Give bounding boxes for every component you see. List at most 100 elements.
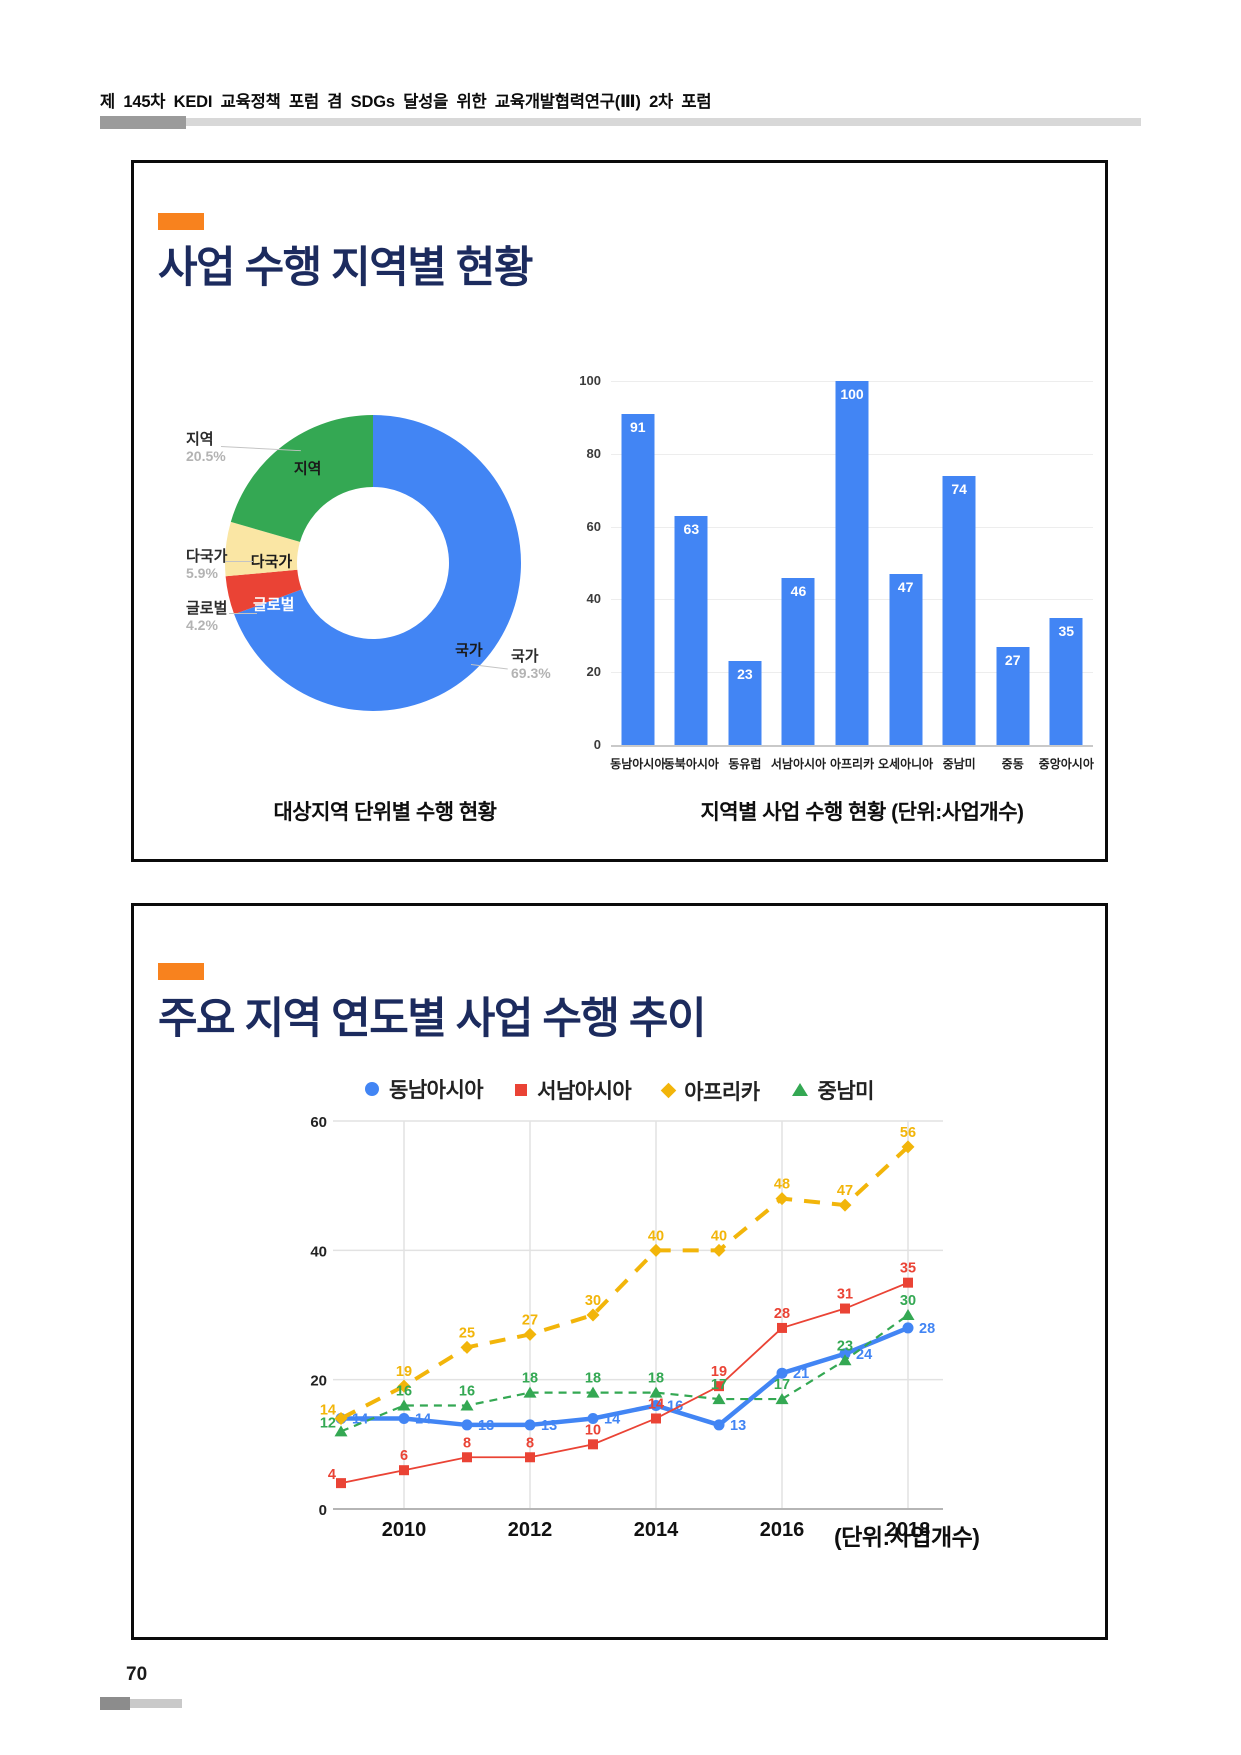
line-data-label: 30: [585, 1293, 601, 1309]
line-series-서남아시아: [340, 1281, 909, 1485]
donut-callout-name: 지역: [186, 431, 214, 448]
donut-callout-name: 글로벌: [186, 600, 228, 617]
marker-diamond: [397, 1379, 411, 1393]
line-series-아프리카: [340, 1145, 910, 1421]
header-rule: [100, 116, 1141, 129]
marker-diamond: [901, 1140, 915, 1154]
line-data-label: 18: [585, 1371, 601, 1387]
marker-triangle: [649, 1386, 663, 1398]
donut-slice-다국가: [225, 521, 300, 577]
legend-marker-square-icon: [515, 1084, 528, 1096]
marker-square: [651, 1413, 661, 1424]
line-y-tick-label: 40: [310, 1243, 327, 1260]
bar-column-아프리카: 100 아프리카: [825, 381, 879, 771]
legend-item-동남아시아: 동남아시아: [365, 1074, 484, 1104]
line-x-tick-label: 2010: [382, 1519, 427, 1541]
bar-y-tick-label: 100: [579, 373, 601, 388]
legend-marker-triangle-icon: [791, 1083, 808, 1096]
marker-circle: [587, 1412, 599, 1424]
line-data-label: 8: [463, 1435, 471, 1451]
marker-diamond: [775, 1192, 789, 1206]
marker-square: [777, 1322, 787, 1333]
marker-triangle: [334, 1425, 348, 1437]
line-chart-legend: 동남아시아 서남아시아 아프리카 중남미: [134, 1074, 1105, 1106]
line-data-label: 23: [837, 1338, 853, 1354]
marker-diamond: [586, 1308, 600, 1322]
line-data-label: 40: [711, 1228, 727, 1244]
line-data-label: 28: [774, 1306, 790, 1322]
line-data-label: 21: [793, 1366, 809, 1382]
leader-line-global: [229, 613, 257, 614]
marker-circle: [524, 1419, 536, 1431]
bar-x-tick-label: 동남아시아: [610, 757, 666, 771]
bar-x-tick-label: 아프리카: [829, 757, 875, 771]
donut-callout-percent: 20.5%: [186, 448, 226, 465]
line-data-label: 56: [900, 1125, 916, 1141]
line-data-label: 8: [526, 1435, 534, 1451]
donut-inner-label: 지역: [294, 460, 322, 477]
bar-y-tick-label: 60: [586, 518, 601, 534]
marker-circle: [398, 1412, 410, 1424]
bar-value-label: 100: [840, 386, 864, 402]
bar-gridline: [611, 745, 1093, 747]
slide-region-status: 사업 수행 지역별 현황 국가 글로벌 다국가 지역 국가 69.3% 글로벌 4.2% 다국…: [131, 160, 1108, 862]
marker-diamond: [460, 1340, 474, 1354]
line-x-tick-label: 2014: [634, 1519, 679, 1541]
unit-note: (단위:사업개수): [834, 1524, 980, 1550]
marker-circle: [461, 1419, 473, 1431]
legend-label: 아프리카: [684, 1080, 760, 1104]
marker-circle: [713, 1419, 725, 1431]
footer-rule-light-segment: [130, 1699, 182, 1708]
donut-callout-name: 국가: [511, 648, 539, 665]
line-data-label: 19: [711, 1364, 727, 1380]
footer-rule-dark-segment: [100, 1697, 130, 1710]
donut-slice-글로벌: [225, 569, 302, 615]
bar-x-tick-label: 오세아니아: [877, 757, 934, 771]
donut-callout-name: 다국가: [186, 548, 228, 565]
bar-chart: 0 20 40 60 80 100 91 동남아시아 63 동북아시아 23 동유럽 46 서남아시아 10…: [579, 373, 1094, 771]
marker-triangle: [712, 1393, 726, 1405]
line-series-중남미: [340, 1314, 909, 1433]
bar-column-동북아시아: 63 동북아시아: [664, 381, 719, 771]
bar-동북아시아: 63: [674, 515, 708, 745]
line-y-tick-label: 20: [310, 1373, 327, 1390]
marker-square: [462, 1452, 472, 1463]
bar-x-tick-label: 동유럽: [728, 757, 762, 771]
line-data-label: 27: [522, 1312, 538, 1328]
caption-donut: 대상지역 단위별 수행 현황: [273, 801, 497, 824]
line-x-tick-label: 2016: [760, 1519, 805, 1541]
bar-y-tick-label: 80: [586, 445, 601, 461]
marker-square: [588, 1439, 598, 1450]
bar-x-tick-label: 서남아시아: [770, 757, 827, 771]
donut-chart: 국가 글로벌 다국가 지역: [163, 353, 583, 773]
bar-value-label: 46: [790, 582, 807, 599]
bar-value-label: 63: [683, 520, 700, 537]
bar-동남아시아: 91: [621, 413, 655, 745]
footer-rule: [100, 1697, 182, 1710]
line-y-tick-label: 0: [319, 1502, 327, 1519]
slide2-title: 주요 지역 연도별 사업 수행 추이: [158, 995, 707, 1043]
bar-value-label: 74: [951, 480, 967, 497]
donut-callout-percent: 69.3%: [511, 665, 551, 682]
marker-triangle: [523, 1386, 537, 1398]
bar-y-tick-label: 40: [586, 591, 601, 607]
line-data-label: 12: [320, 1415, 336, 1431]
line-data-label: 48: [774, 1177, 790, 1193]
bar-column-중남미: 74 중남미: [932, 381, 986, 771]
bar-columns: 91 동남아시아 63 동북아시아 23 동유럽 46 서남아시아 100 아프리카 47 오세아니아…: [610, 381, 1094, 771]
line-data-label: 17: [711, 1377, 727, 1393]
line-data-label: 31: [837, 1287, 853, 1303]
marker-square: [714, 1381, 724, 1392]
donut-chart-svg: 국가 글로벌 다국가 지역: [225, 415, 521, 711]
bar-column-동유럽: 23 동유럽: [718, 381, 772, 771]
marker-diamond: [649, 1243, 663, 1257]
marker-triangle: [775, 1393, 789, 1405]
bar-x-tick-label: 중남미: [942, 757, 976, 771]
bar-중남미: 74: [942, 475, 976, 745]
bar-오세아니아: 47: [889, 573, 923, 745]
line-data-label: 18: [648, 1371, 664, 1387]
bar-value-label: 35: [1058, 622, 1075, 639]
line-data-label: 16: [396, 1384, 412, 1400]
